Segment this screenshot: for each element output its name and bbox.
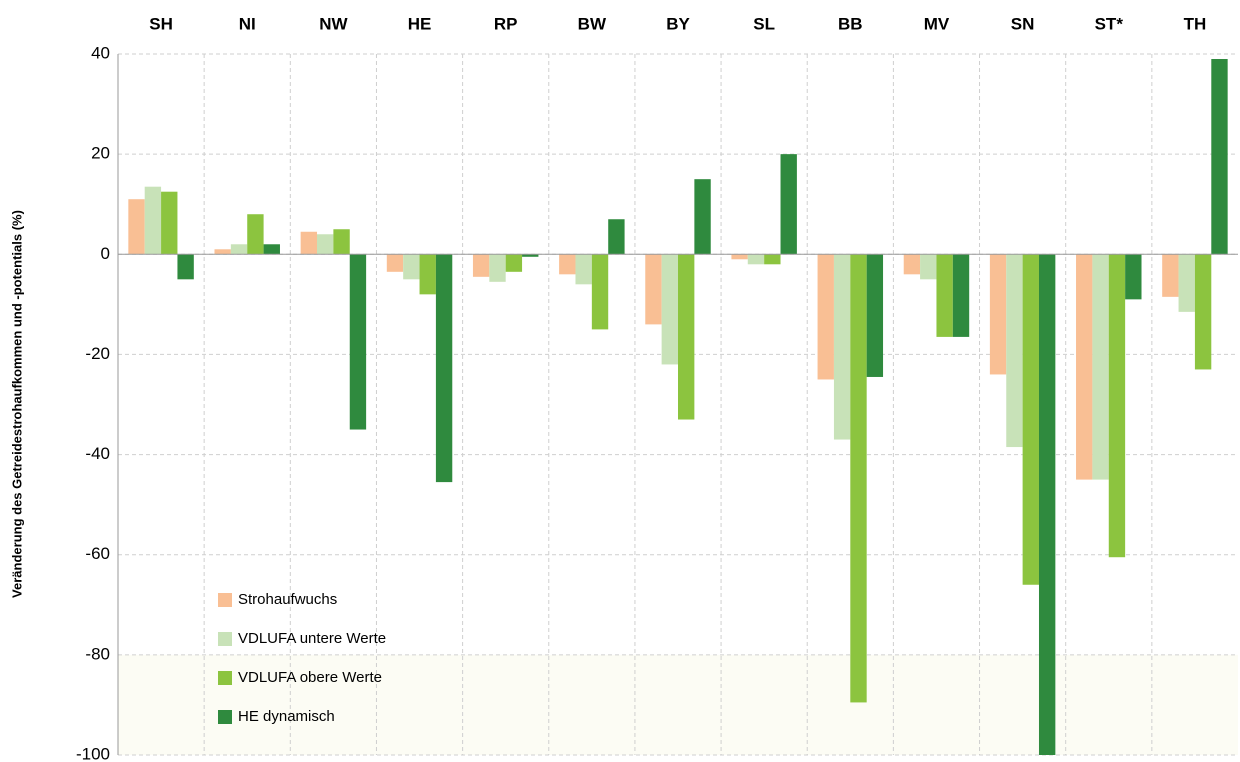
category-label: BW <box>578 14 607 33</box>
legend-label: HE dynamisch <box>238 708 335 725</box>
y-tick-label: 40 <box>91 43 110 62</box>
bar <box>817 254 834 380</box>
bar <box>1006 254 1023 448</box>
category-label: SN <box>1011 14 1035 33</box>
bar <box>833 254 851 440</box>
bar <box>1125 254 1142 300</box>
bar <box>1038 254 1056 756</box>
legend-label: Strohaufwuchs <box>238 591 337 608</box>
bar <box>747 254 765 265</box>
bar <box>128 199 145 255</box>
category-label: SH <box>149 14 173 33</box>
category-label: RP <box>494 14 518 33</box>
bar <box>1108 254 1126 558</box>
bar <box>645 254 662 325</box>
category-label: NI <box>239 14 256 33</box>
bar <box>386 254 404 272</box>
category-label: SL <box>753 14 775 33</box>
bar <box>333 229 350 255</box>
bar <box>903 254 921 275</box>
legend-swatch <box>218 593 232 607</box>
legend-swatch <box>218 632 232 646</box>
bar <box>177 254 194 280</box>
legend-label: VDLUFA obere Werte <box>238 669 382 686</box>
bar <box>866 254 884 377</box>
bar <box>952 254 970 337</box>
bar <box>575 254 592 285</box>
bar <box>317 234 334 255</box>
bar <box>1194 254 1212 370</box>
y-tick-label: -40 <box>85 444 110 463</box>
category-label: BY <box>666 14 690 33</box>
bar <box>694 179 711 255</box>
y-axis-label: Veränderung des Getreidestrohaufkommen u… <box>9 210 24 598</box>
bar <box>505 254 523 272</box>
bar <box>591 254 609 330</box>
bar <box>435 254 453 483</box>
category-label: BB <box>838 14 863 33</box>
bar <box>678 254 695 420</box>
bar <box>144 186 162 255</box>
y-tick-label: 20 <box>91 144 110 163</box>
bar <box>989 254 1007 375</box>
category-label: TH <box>1184 14 1207 33</box>
bar <box>936 254 953 337</box>
bar <box>489 254 506 282</box>
bar <box>1162 254 1179 297</box>
y-tick-label: -100 <box>76 744 110 762</box>
bar <box>300 231 318 255</box>
bar <box>1076 254 1093 480</box>
bar <box>1022 254 1039 585</box>
bar <box>419 254 436 295</box>
category-label: HE <box>408 14 432 33</box>
bar <box>559 254 576 275</box>
bar <box>522 254 539 257</box>
bar <box>230 244 248 255</box>
bar <box>263 244 280 255</box>
y-tick-label: -80 <box>85 644 110 663</box>
bar <box>780 154 797 255</box>
y-tick-label: 0 <box>101 244 110 263</box>
category-label: ST* <box>1095 14 1124 33</box>
y-tick-label: -60 <box>85 544 110 563</box>
bar <box>247 214 264 255</box>
bar <box>472 254 490 277</box>
bar <box>1211 59 1228 255</box>
legend-swatch <box>218 671 232 685</box>
bar <box>403 254 420 280</box>
bar <box>1092 254 1109 480</box>
bar <box>1178 254 1195 312</box>
bar <box>608 219 625 255</box>
bar <box>161 191 178 255</box>
legend-label: VDLUFA untere Werte <box>238 630 386 647</box>
category-label: MV <box>924 14 950 33</box>
y-tick-label: -20 <box>85 344 110 363</box>
bar <box>920 254 937 280</box>
legend-swatch <box>218 710 232 724</box>
bar <box>764 254 781 265</box>
bar <box>661 254 678 365</box>
bar <box>214 249 231 255</box>
bar <box>850 254 867 703</box>
bar <box>731 254 748 260</box>
category-label: NW <box>319 14 348 33</box>
bar <box>349 254 367 430</box>
